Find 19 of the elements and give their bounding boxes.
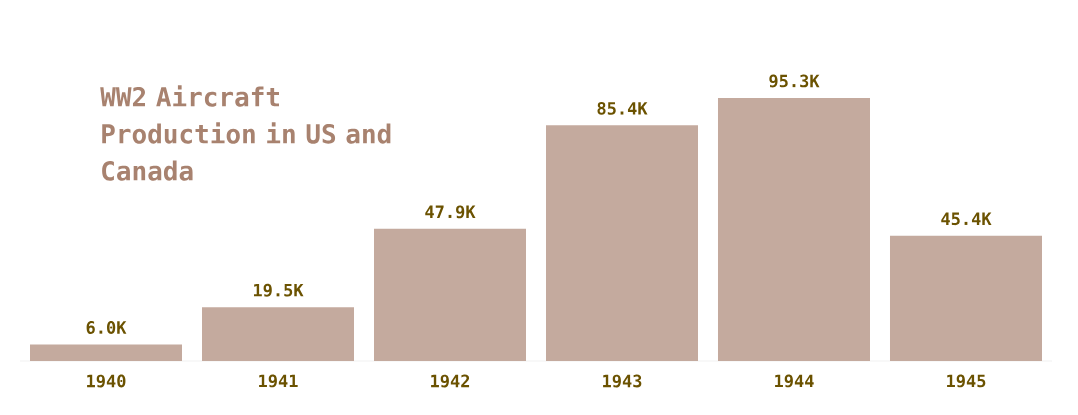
data-label: 45.4K: [941, 212, 992, 226]
data-label: 47.9K: [425, 205, 476, 219]
bar: [202, 307, 354, 361]
x-tick-label: 1941: [259, 374, 298, 388]
x-tick-label: 1940: [87, 374, 126, 388]
bar: [374, 228, 526, 361]
data-label: 6.0K: [86, 321, 127, 334]
data-label: 85.4K: [597, 101, 648, 115]
x-tick-label: 1942: [431, 374, 470, 388]
x-tick-label: 1944: [775, 374, 814, 388]
text: WW2 Aircraft Production in US and Canada: [100, 85, 391, 181]
bar: [889, 235, 1042, 361]
data-label: 95.3K: [769, 74, 820, 88]
x-tick-label: 1945: [947, 374, 986, 388]
bar: [718, 97, 870, 361]
data-label: 19.5K: [253, 283, 304, 297]
bar: [546, 125, 698, 361]
bar: [30, 344, 182, 361]
x-tick-label: 1943: [603, 374, 642, 388]
